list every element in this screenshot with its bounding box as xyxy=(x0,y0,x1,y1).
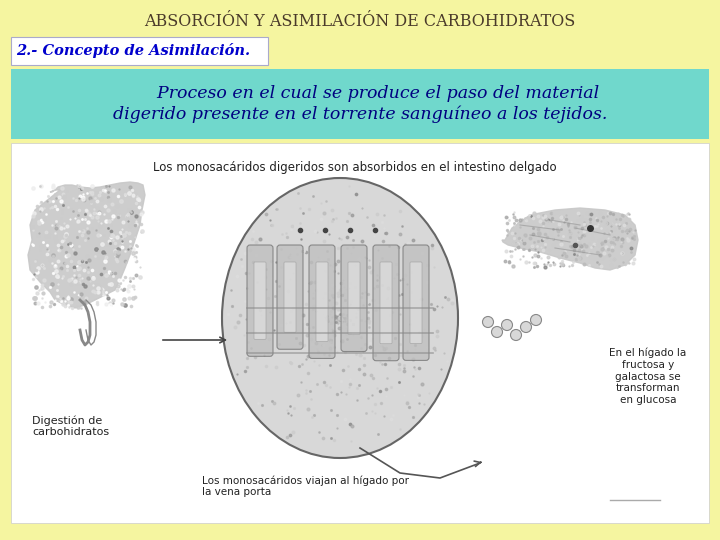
Circle shape xyxy=(492,327,503,338)
Polygon shape xyxy=(28,182,145,308)
FancyBboxPatch shape xyxy=(254,262,266,339)
Circle shape xyxy=(531,314,541,326)
FancyBboxPatch shape xyxy=(403,245,429,360)
FancyBboxPatch shape xyxy=(11,143,709,523)
Circle shape xyxy=(482,316,493,327)
Text: Los monosacáridos viajan al hígado por
la vena porta: Los monosacáridos viajan al hígado por l… xyxy=(202,475,408,497)
FancyBboxPatch shape xyxy=(373,245,399,361)
FancyBboxPatch shape xyxy=(309,245,335,359)
Text: Digestión de
carbohidratos: Digestión de carbohidratos xyxy=(32,415,109,437)
FancyBboxPatch shape xyxy=(341,245,367,352)
Circle shape xyxy=(521,321,531,333)
FancyBboxPatch shape xyxy=(316,262,328,341)
Text: Proceso en el cual se produce el paso del material
digerido presente en el torre: Proceso en el cual se produce el paso de… xyxy=(113,85,607,123)
FancyBboxPatch shape xyxy=(284,262,296,332)
Text: En el hígado la
fructosa y
galactosa se
transforman
en glucosa: En el hígado la fructosa y galactosa se … xyxy=(609,348,687,405)
Ellipse shape xyxy=(222,178,458,458)
Circle shape xyxy=(510,329,521,341)
FancyBboxPatch shape xyxy=(380,262,392,344)
FancyBboxPatch shape xyxy=(348,262,360,335)
FancyBboxPatch shape xyxy=(11,69,709,139)
Text: 2.- Concepto de Asimilación.: 2.- Concepto de Asimilación. xyxy=(16,44,250,58)
FancyBboxPatch shape xyxy=(410,262,422,343)
Polygon shape xyxy=(502,208,638,270)
Text: ABSORCIÓN Y ASIMILACIÓN DE CARBOHIDRATOS: ABSORCIÓN Y ASIMILACIÓN DE CARBOHIDRATOS xyxy=(145,14,575,30)
Text: Los monosacáridos digeridos son absorbidos en el intestino delgado: Los monosacáridos digeridos son absorbid… xyxy=(153,161,557,174)
Circle shape xyxy=(502,320,513,330)
FancyBboxPatch shape xyxy=(277,245,303,349)
FancyBboxPatch shape xyxy=(247,245,273,356)
FancyBboxPatch shape xyxy=(11,37,268,65)
